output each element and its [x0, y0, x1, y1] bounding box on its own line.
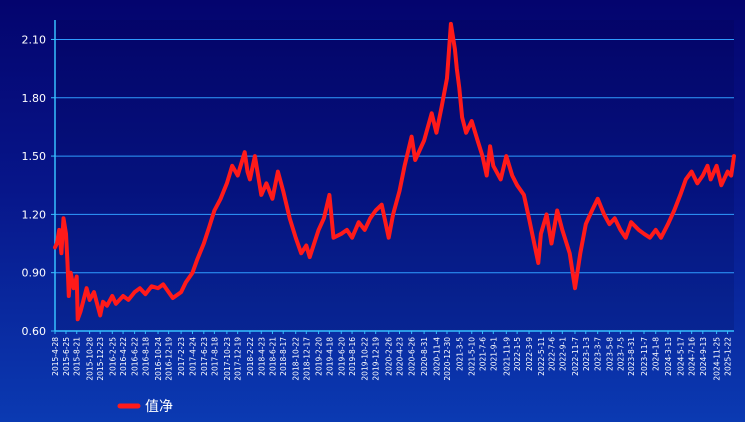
- x-tick-label: 2020-8-31: [420, 337, 429, 376]
- x-tick-label: 2023-5-8: [605, 337, 614, 371]
- x-tick-label: 2022-5-11: [537, 337, 546, 376]
- x-tick-label: 2019-10-22: [361, 337, 370, 381]
- x-tick-label: 2017-6-23: [200, 337, 209, 376]
- x-tick-label: 2023-11-7: [640, 337, 649, 376]
- x-tick-label: 2015-6-25: [62, 337, 71, 376]
- x-tick-label: 2024-1-8: [652, 337, 661, 371]
- x-tick-label: 2016-4-22: [119, 337, 128, 376]
- x-tick-label: 2016-2-25: [108, 337, 117, 376]
- x-tick-label: 2016-8-18: [141, 337, 150, 376]
- x-tick-label: 2016-10-24: [154, 337, 163, 381]
- x-tick-label: 2015-4-28: [51, 337, 60, 376]
- legend-label: 值净: [145, 399, 173, 415]
- x-tick-label: 2016-6-22: [131, 337, 140, 376]
- x-tick-label: 2017-8-18: [210, 337, 219, 376]
- y-axis: 2.10 1.80 1.50 1.20 0.90 0.60: [22, 20, 56, 338]
- x-tick-label: 2015-10-28: [86, 337, 95, 381]
- x-tick-label: 2022-3-9: [525, 337, 534, 371]
- x-tick-label: 2018-8-17: [279, 337, 288, 376]
- series-line: [53, 21, 736, 322]
- x-tick-label: 2017-10-23: [223, 337, 232, 381]
- y-tick-label: 1.20: [22, 208, 47, 221]
- x-tick-label: 2022-7-6: [548, 337, 557, 371]
- plot-area: [55, 20, 734, 331]
- x-tick-label: 2020-2-26: [385, 337, 394, 376]
- x-tick-label: 2024-3-13: [664, 337, 673, 376]
- y-tick-label: 1.80: [22, 92, 47, 105]
- x-tick-label: 2020-4-23: [396, 337, 405, 376]
- x-axis: 2015-4-28 2015-6-25 2015-8-21 2015-10-28 201…: [51, 330, 734, 381]
- x-tick-label: 2019-6-20: [337, 337, 346, 376]
- x-tick-label: 2019-8-16: [348, 337, 357, 376]
- x-tick-label: 2018-2-22: [246, 337, 255, 376]
- x-tick-label: 2021-11-9: [502, 337, 511, 376]
- x-tick-label: 2017-2-23: [177, 337, 186, 376]
- x-tick-label: 2019-12-19: [372, 337, 381, 381]
- y-tick-label: 0.60: [22, 325, 47, 338]
- y-tick-label: 2.10: [22, 33, 47, 46]
- x-tick-label: 2018-4-23: [257, 337, 266, 376]
- x-tick-label: 2021-7-6: [479, 337, 488, 371]
- x-tick-label: 2018-12-17: [302, 337, 311, 381]
- x-tick-label: 2025-1-22: [724, 337, 733, 376]
- x-tick-label: 2024-5-17: [676, 337, 685, 376]
- x-tick-label: 2021-9-1: [489, 337, 498, 371]
- x-tick-label: 2018-6-21: [268, 337, 277, 376]
- x-tick-label: 2022-11-7: [571, 337, 580, 376]
- grid-lines: [55, 20, 734, 332]
- x-tick-label: 2018-10-22: [292, 337, 301, 381]
- x-tick-label: 2017-4-24: [188, 337, 197, 376]
- x-tick-label: 2022-9-1: [558, 337, 567, 371]
- x-tick-label: 2020-12-30: [443, 337, 452, 381]
- x-tick-label: 2023-1-3: [582, 337, 591, 371]
- x-tick-label: 2022-1-5: [513, 337, 522, 371]
- series-group: [53, 21, 736, 322]
- x-tick-label: 2017-12-19: [234, 337, 243, 381]
- x-tick-label: 2019-2-20: [315, 337, 324, 376]
- x-tick-label: 2015-12-23: [96, 337, 105, 381]
- x-tick-label: 2015-8-21: [73, 337, 82, 376]
- x-tick-label: 2021-3-5: [455, 337, 464, 371]
- x-tick-label: 2020-6-26: [408, 337, 417, 376]
- x-tick-label: 2024-9-13: [699, 337, 708, 376]
- x-tick-label: 2020-11-4: [432, 337, 441, 376]
- y-tick-label: 0.90: [22, 267, 47, 280]
- x-tick-label: 2016-12-19: [165, 337, 174, 381]
- x-tick-label: 2019-4-18: [325, 337, 334, 376]
- legend: 值净: [117, 399, 173, 415]
- x-tick-label: 2023-7-5: [616, 337, 625, 371]
- y-tick-label: 1.50: [22, 150, 47, 163]
- x-tick-label: 2024-7-16: [688, 337, 697, 376]
- x-tick-label: 2023-3-7: [594, 337, 603, 371]
- x-tick-label: 2024-11-25: [713, 337, 722, 381]
- x-tick-label: 2021-5-10: [468, 337, 477, 376]
- x-tick-label: 2023-8-31: [627, 337, 636, 376]
